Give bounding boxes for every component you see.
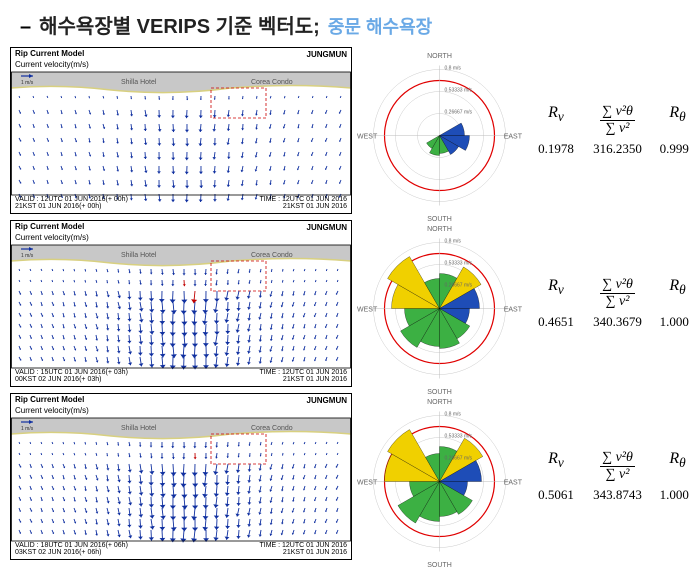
svg-text:0.8 m/s: 0.8 m/s xyxy=(445,239,462,245)
stats-panel: Rv ∑ v²θ∑ v² Rθ 0.4651 340.3679 1.0000 xyxy=(532,277,689,330)
svg-text:0.26667 m/s: 0.26667 m/s xyxy=(445,283,473,289)
svg-text:0.53333 m/s: 0.53333 m/s xyxy=(445,88,473,94)
title-dash: – xyxy=(20,16,31,39)
rose-panel: 0.8 m/s0.53333 m/s0.26667 m/sNORTH SOUTH… xyxy=(352,48,527,213)
rose-panel: 0.8 m/s0.53333 m/s0.26667 m/sNORTH SOUTH… xyxy=(352,394,527,559)
vector-panel: Rip Current Model Current velocity(m/s) … xyxy=(10,220,352,387)
location-label: JUNGMUN xyxy=(307,223,347,232)
stats-header: Rv ∑ v²θ∑ v² Rθ xyxy=(532,450,689,483)
svg-text:WEST: WEST xyxy=(357,480,378,487)
model-title: Rip Current Model xyxy=(15,223,84,232)
title-row: – 해수욕장별 VERIPS 기준 벡터도; 중문 해수욕장 xyxy=(10,10,689,39)
svg-text:NORTH: NORTH xyxy=(427,226,452,233)
init-time: TIME : 12UTC 01 JUN 201621KST 01 JUN 201… xyxy=(259,369,347,384)
svg-text:WEST: WEST xyxy=(357,307,378,314)
vector-panel: Rip Current Model Current velocity(m/s) … xyxy=(10,47,352,214)
stats-header: Rv ∑ v²θ∑ v² Rθ xyxy=(532,277,689,310)
valid-time: VALID : 18UTC 01 JUN 2016(+ 06h)03KST 02… xyxy=(15,542,128,557)
svg-text:1 m/s: 1 m/s xyxy=(21,426,34,432)
svg-text:0.26667 m/s: 0.26667 m/s xyxy=(445,110,473,116)
valid-time: VALID : 12UTC 01 JUN 2016(+ 00h)21KST 01… xyxy=(15,196,128,211)
svg-text:Shilla Hotel: Shilla Hotel xyxy=(121,425,157,432)
svg-text:SOUTH: SOUTH xyxy=(427,562,452,569)
svg-text:EAST: EAST xyxy=(504,307,523,314)
rtheta-value: 1.0000 xyxy=(655,487,689,503)
svg-text:NORTH: NORTH xyxy=(427,399,452,406)
stats-panel: Rv ∑ v²θ∑ v² Rθ 0.5061 343.8743 1.0000 xyxy=(532,450,689,503)
chart-row: Rip Current Model Current velocity(m/s) … xyxy=(10,220,689,387)
location-label: JUNGMUN xyxy=(307,396,347,405)
chart-row: Rip Current Model Current velocity(m/s) … xyxy=(10,47,689,214)
title-sub: 중문 해수욕장 xyxy=(328,13,432,39)
svg-text:0.26667 m/s: 0.26667 m/s xyxy=(445,456,473,462)
frac-value: 340.3679 xyxy=(590,314,645,330)
rtheta-value: 1.0000 xyxy=(655,314,689,330)
svg-text:1 m/s: 1 m/s xyxy=(21,80,34,86)
svg-text:Corea Condo: Corea Condo xyxy=(251,252,293,259)
model-title: Rip Current Model xyxy=(15,50,84,59)
svg-text:EAST: EAST xyxy=(504,480,523,487)
rose-panel: 0.8 m/s0.53333 m/s0.26667 m/sNORTH SOUTH… xyxy=(352,221,527,386)
chart-row: Rip Current Model Current velocity(m/s) … xyxy=(10,393,689,560)
rv-value: 0.5061 xyxy=(532,487,580,503)
init-time: TIME : 12UTC 01 JUN 201621KST 01 JUN 201… xyxy=(259,196,347,211)
svg-text:0.8 m/s: 0.8 m/s xyxy=(445,412,462,418)
stats-values: 0.1978 316.2350 0.9999 xyxy=(532,141,689,157)
rows-container: Rip Current Model Current velocity(m/s) … xyxy=(10,47,689,560)
rv-value: 0.1978 xyxy=(532,141,580,157)
vector-panel: Rip Current Model Current velocity(m/s) … xyxy=(10,393,352,560)
velocity-label: Current velocity(m/s) xyxy=(15,406,89,415)
svg-text:1 m/s: 1 m/s xyxy=(21,253,34,259)
svg-text:Corea Condo: Corea Condo xyxy=(251,79,293,86)
title-main: 해수욕장별 VERIPS 기준 벡터도; xyxy=(39,10,320,39)
svg-text:WEST: WEST xyxy=(357,134,378,141)
stats-panel: Rv ∑ v²θ∑ v² Rθ 0.1978 316.2350 0.9999 xyxy=(532,104,689,157)
valid-time: VALID : 15UTC 01 JUN 2016(+ 03h)00KST 02… xyxy=(15,369,128,384)
velocity-label: Current velocity(m/s) xyxy=(15,233,89,242)
rtheta-value: 0.9999 xyxy=(655,141,689,157)
svg-text:0.53333 m/s: 0.53333 m/s xyxy=(445,434,473,440)
svg-text:0.53333 m/s: 0.53333 m/s xyxy=(445,261,473,267)
svg-text:Shilla Hotel: Shilla Hotel xyxy=(121,252,157,259)
model-title: Rip Current Model xyxy=(15,396,84,405)
svg-text:EAST: EAST xyxy=(504,134,523,141)
frac-value: 316.2350 xyxy=(590,141,645,157)
init-time: TIME : 12UTC 01 JUN 201621KST 01 JUN 201… xyxy=(259,542,347,557)
rv-value: 0.4651 xyxy=(532,314,580,330)
velocity-label: Current velocity(m/s) xyxy=(15,60,89,69)
stats-values: 0.4651 340.3679 1.0000 xyxy=(532,314,689,330)
svg-text:Shilla Hotel: Shilla Hotel xyxy=(121,79,157,86)
stats-header: Rv ∑ v²θ∑ v² Rθ xyxy=(532,104,689,137)
svg-text:Corea Condo: Corea Condo xyxy=(251,425,293,432)
stats-values: 0.5061 343.8743 1.0000 xyxy=(532,487,689,503)
frac-value: 343.8743 xyxy=(590,487,645,503)
svg-text:NORTH: NORTH xyxy=(427,53,452,60)
location-label: JUNGMUN xyxy=(307,50,347,59)
svg-text:0.8 m/s: 0.8 m/s xyxy=(445,66,462,72)
